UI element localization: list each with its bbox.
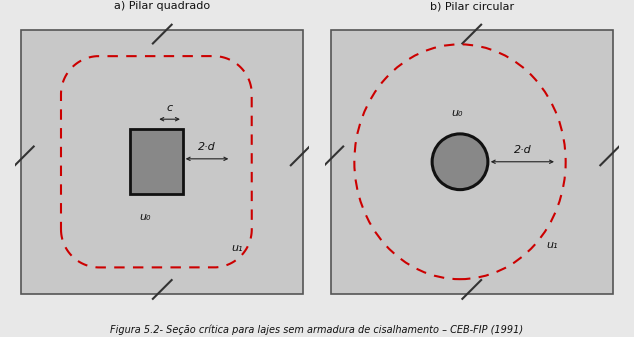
Text: u₀: u₀ xyxy=(139,212,150,222)
Text: Figura 5.2- Seção crítica para lajes sem armadura de cisalhamento – CEB-FIP (199: Figura 5.2- Seção crítica para lajes sem… xyxy=(110,325,524,335)
Bar xyxy=(130,129,183,194)
Text: u₁: u₁ xyxy=(231,243,243,253)
Text: u₀: u₀ xyxy=(451,108,463,118)
Circle shape xyxy=(432,134,488,190)
Text: 2·d: 2·d xyxy=(514,145,531,155)
Text: u₁: u₁ xyxy=(547,240,558,250)
Text: 2·d: 2·d xyxy=(198,142,216,152)
Text: c: c xyxy=(167,103,172,113)
Title: a) Pilar quadrado: a) Pilar quadrado xyxy=(114,1,210,11)
Title: b) Pilar circular: b) Pilar circular xyxy=(430,1,514,11)
